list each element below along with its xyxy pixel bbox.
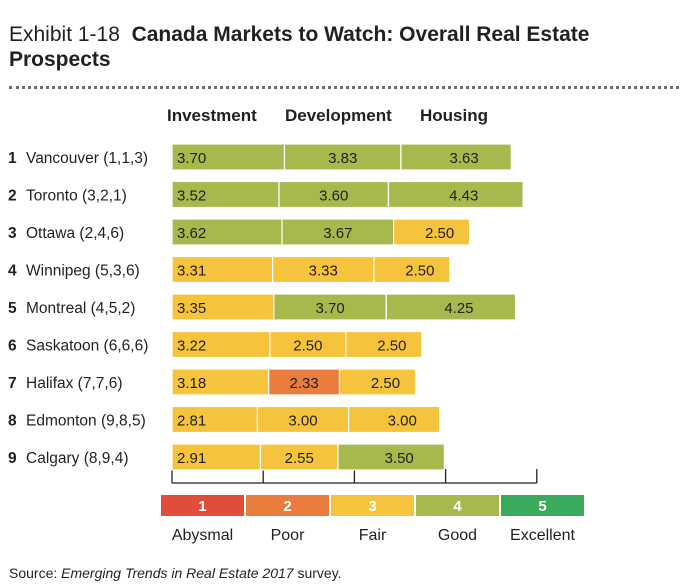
- data-label: 3.83: [328, 150, 357, 167]
- data-label: 3.00: [288, 413, 317, 430]
- source-label: Source:: [9, 565, 57, 581]
- data-label: 3.50: [385, 450, 414, 467]
- data-label: 2.50: [405, 263, 434, 280]
- data-label: 4.43: [449, 188, 478, 205]
- data-label: 3.22: [177, 338, 206, 355]
- data-label: 2.50: [371, 375, 400, 392]
- legend-label-poor: Poor: [271, 527, 305, 544]
- row-rank: 4: [8, 263, 17, 280]
- data-label: 3.60: [319, 188, 348, 205]
- source-suffix: survey.: [297, 565, 341, 581]
- row-label-calgary: Calgary (8,9,4): [26, 450, 129, 467]
- data-label: 2.55: [285, 450, 314, 467]
- data-label: 3.33: [309, 263, 338, 280]
- source-publication: Emerging Trends in Real Estate 2017: [61, 565, 293, 581]
- data-label: 2.50: [425, 225, 454, 242]
- row-label-winnipeg: Winnipeg (5,3,6): [26, 263, 140, 280]
- row-rank: 8: [8, 413, 17, 430]
- data-label: 4.25: [444, 300, 473, 317]
- data-label: 2.50: [293, 338, 322, 355]
- data-label: 2.91: [177, 450, 206, 467]
- row-label-ottawa: Ottawa (2,4,6): [26, 225, 124, 242]
- data-label: 3.67: [323, 225, 352, 242]
- row-rank: 6: [8, 338, 17, 355]
- row-label-saskatoon: Saskatoon (6,6,6): [26, 338, 148, 355]
- row-label-halifax: Halifax (7,7,6): [26, 375, 122, 392]
- data-label: 3.35: [177, 300, 206, 317]
- data-label: 3.00: [388, 413, 417, 430]
- data-label: 3.63: [449, 150, 478, 167]
- data-label: 3.18: [177, 375, 206, 392]
- column-header-housing: Housing: [420, 106, 488, 125]
- data-label: 3.31: [177, 263, 206, 280]
- row-label-montreal: Montreal (4,5,2): [26, 300, 135, 317]
- row-rank: 2: [8, 188, 17, 205]
- column-header-development: Development: [285, 106, 392, 125]
- data-label: 2.33: [289, 375, 318, 392]
- source-note: Source: Emerging Trends in Real Estate 2…: [9, 565, 342, 581]
- legend-value: 2: [283, 498, 291, 515]
- legend-value: 5: [538, 498, 546, 515]
- row-rank: 3: [8, 225, 17, 242]
- legend-value: 4: [453, 498, 462, 515]
- legend-value: 3: [368, 498, 376, 515]
- row-rank: 9: [8, 450, 17, 467]
- prospects-chart: Investment Development Housing 1 Vancouver (…: [0, 0, 686, 588]
- row-rank: 5: [8, 300, 17, 317]
- row-label-edmonton: Edmonton (9,8,5): [26, 413, 146, 430]
- row-rank: 7: [8, 375, 17, 392]
- legend-value: 1: [198, 498, 206, 515]
- legend-label-fair: Fair: [359, 527, 387, 544]
- legend-label-excellent: Excellent: [510, 527, 575, 544]
- legend-label-abysmal: Abysmal: [172, 527, 233, 544]
- legend-label-good: Good: [438, 527, 477, 544]
- data-label: 2.81: [177, 413, 206, 430]
- column-header-investment: Investment: [167, 106, 257, 125]
- row-label-toronto: Toronto (3,2,1): [26, 188, 127, 205]
- data-label: 3.62: [177, 225, 206, 242]
- data-label: 3.70: [177, 150, 206, 167]
- data-label: 3.52: [177, 188, 206, 205]
- data-label: 3.70: [315, 300, 344, 317]
- row-rank: 1: [8, 150, 17, 167]
- data-label: 2.50: [377, 338, 406, 355]
- row-label-vancouver: Vancouver (1,1,3): [26, 150, 148, 167]
